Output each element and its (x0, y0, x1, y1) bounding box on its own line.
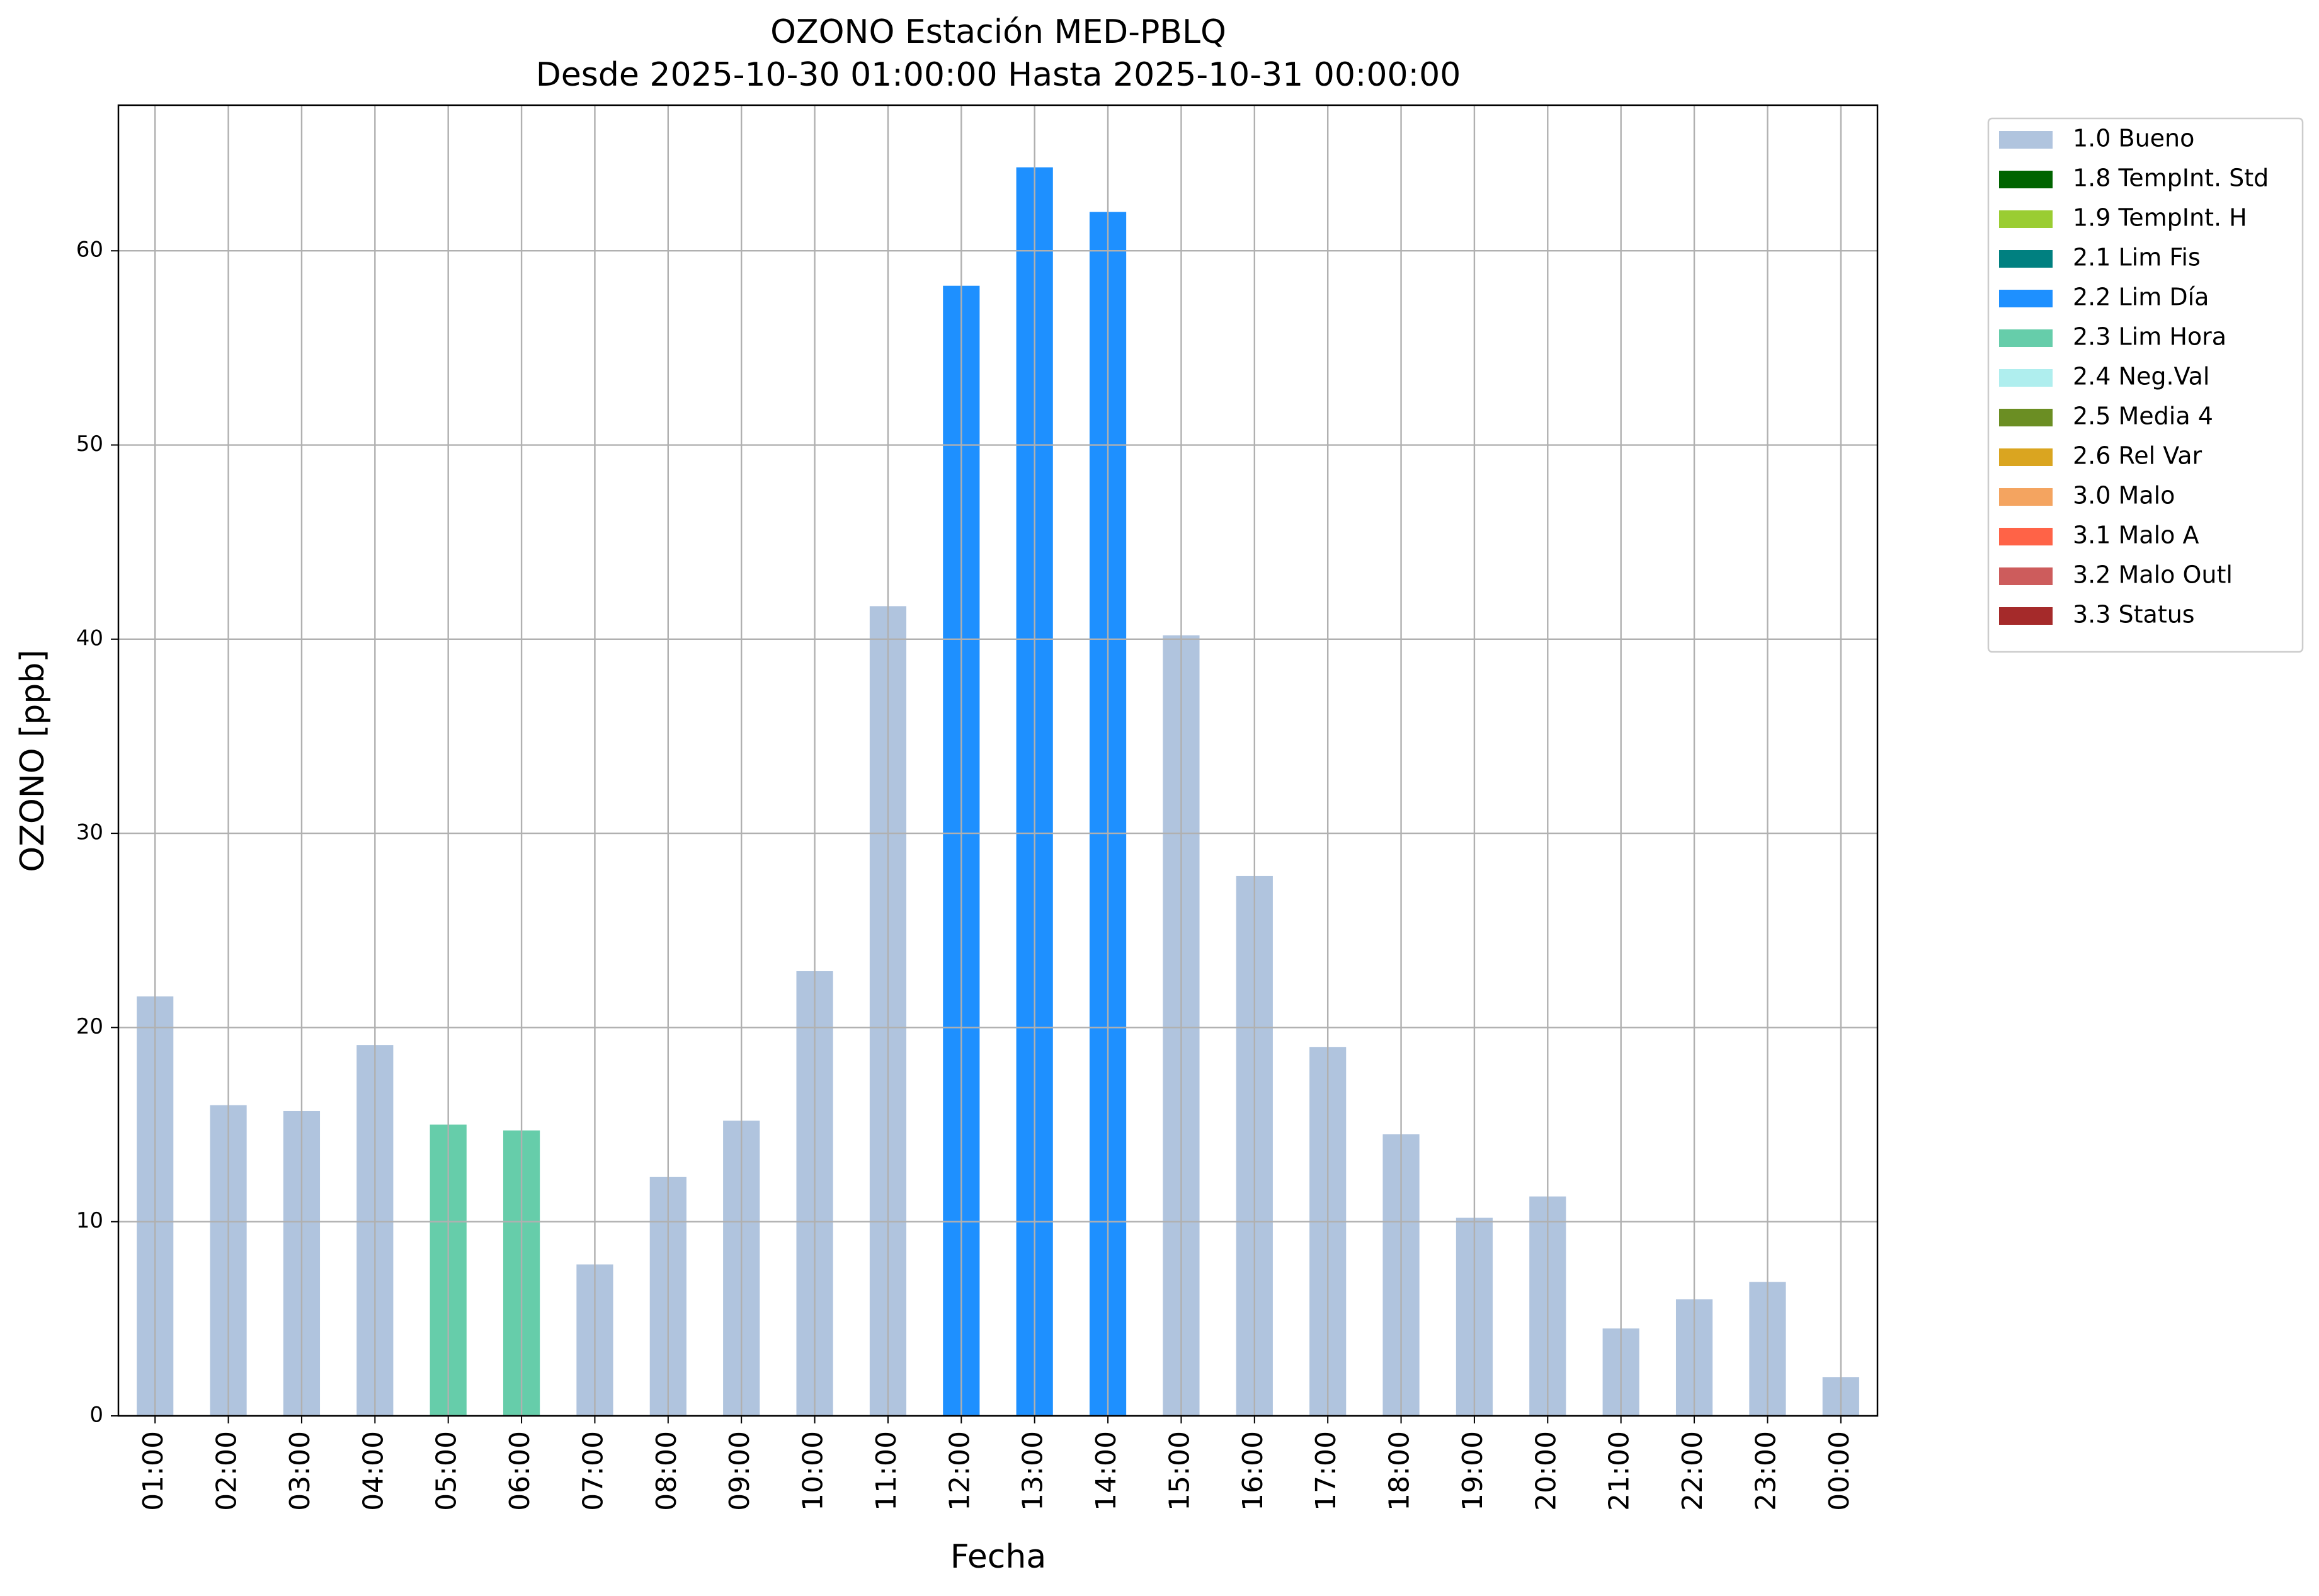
legend-swatch (1999, 528, 2053, 545)
x-tick-label: 21:00 (1604, 1431, 1636, 1511)
x-tick-label: 22:00 (1677, 1431, 1709, 1511)
x-tick-label: 16:00 (1237, 1431, 1269, 1511)
legend-swatch (1999, 171, 2053, 188)
legend-label: 2.1 Lim Fis (2073, 244, 2201, 271)
legend-swatch (1999, 409, 2053, 426)
x-tick-label: 06:00 (504, 1431, 536, 1511)
legend-swatch (1999, 567, 2053, 585)
x-tick-label: 12:00 (943, 1431, 976, 1511)
legend-swatch (1999, 607, 2053, 625)
x-tick-label: 00:00 (1823, 1431, 1855, 1511)
legend-label: 1.8 TempInt. Std (2073, 164, 2269, 192)
x-tick-label: 14:00 (1090, 1431, 1122, 1511)
x-tick-label: 09:00 (724, 1431, 756, 1511)
x-tick-label: 20:00 (1530, 1431, 1562, 1511)
legend-label: 1.0 Bueno (2073, 125, 2194, 152)
legend-swatch (1999, 488, 2053, 506)
legend-swatch (1999, 329, 2053, 347)
plot-frame (117, 104, 1879, 1417)
x-tick-label: 03:00 (284, 1431, 316, 1511)
legend-label: 3.2 Malo Outl (2073, 561, 2233, 589)
legend-swatch (1999, 448, 2053, 466)
legend-swatch (1999, 210, 2053, 228)
bars (137, 167, 1859, 1416)
legend-swatch (1999, 369, 2053, 387)
x-tick-label: 04:00 (357, 1431, 389, 1511)
x-tick-label: 19:00 (1457, 1431, 1489, 1511)
x-tick-label: 05:00 (431, 1431, 463, 1511)
x-tick-label: 23:00 (1750, 1431, 1782, 1511)
x-tick-label: 13:00 (1017, 1431, 1049, 1511)
legend-label: 2.6 Rel Var (2073, 442, 2202, 470)
y-axis-label: OZONO [ppb] (14, 649, 52, 872)
x-tick-label: 08:00 (651, 1431, 683, 1511)
legend-label: 2.5 Media 4 (2073, 402, 2213, 430)
x-tick-label: 01:00 (137, 1431, 169, 1511)
y-tick-label: 40 (76, 625, 103, 651)
x-tick-label: 07:00 (577, 1431, 609, 1511)
x-tick-label: 02:00 (211, 1431, 243, 1511)
y-tick-label: 60 (76, 237, 103, 263)
legend-label: 1.9 TempInt. H (2073, 204, 2247, 232)
legend-swatch (1999, 250, 2053, 268)
x-axis-label: Fecha (950, 1538, 1046, 1576)
legend-label: 3.0 Malo (2073, 482, 2175, 510)
x-tick-label: 10:00 (797, 1431, 829, 1511)
y-tick-label: 20 (76, 1014, 103, 1039)
legend-label: 3.3 Status (2073, 601, 2195, 629)
chart-title: OZONO Estación MED-PBLQ (770, 13, 1226, 51)
y-tick-label: 10 (76, 1208, 103, 1233)
y-tick-label: 0 (89, 1403, 103, 1428)
legend-swatch (1999, 131, 2053, 149)
chart-subtitle: Desde 2025-10-30 01:00:00 Hasta 2025-10-… (536, 56, 1461, 94)
legend-label: 2.2 Lim Día (2073, 283, 2209, 311)
y-tick-label: 50 (76, 431, 103, 457)
legend-swatch (1999, 290, 2053, 307)
legend-label: 2.3 Lim Hora (2073, 323, 2226, 351)
x-tick-label: 18:00 (1384, 1431, 1416, 1511)
x-tick-label: 15:00 (1163, 1431, 1195, 1511)
x-tick-label: 11:00 (870, 1431, 903, 1511)
y-tick-label: 30 (76, 820, 103, 845)
legend-label: 3.1 Malo A (2073, 522, 2199, 549)
legend-label: 2.4 Neg.Val (2073, 363, 2209, 390)
legend-box (1987, 117, 2304, 653)
x-tick-label: 17:00 (1310, 1431, 1342, 1511)
